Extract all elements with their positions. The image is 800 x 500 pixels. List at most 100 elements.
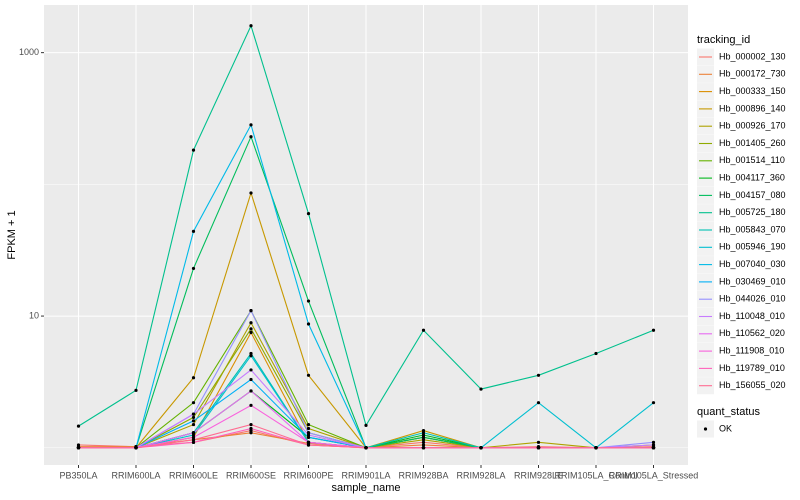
- legend-label: Hb_111908_010: [719, 345, 784, 355]
- data-point: [421, 433, 426, 437]
- x-tick-label: RRIM928LE: [514, 470, 563, 480]
- x-tick-label: RRIM600LA: [111, 470, 160, 480]
- data-point: [421, 438, 426, 442]
- data-point: [306, 322, 311, 326]
- data-point: [594, 351, 598, 356]
- data-point: [191, 229, 196, 233]
- x-axis-label: sample_name: [331, 482, 400, 494]
- data-point: [306, 431, 311, 435]
- data-point: [364, 423, 368, 427]
- data-point: [191, 415, 196, 420]
- data-point: [191, 431, 196, 435]
- y-tick-label: 1000: [19, 47, 39, 57]
- data-point: [76, 446, 81, 450]
- data-point: [421, 440, 426, 444]
- data-point: [536, 373, 541, 377]
- data-point: [191, 440, 196, 444]
- data-point: [249, 330, 253, 335]
- data-point: [249, 309, 253, 313]
- data-point: [249, 327, 253, 331]
- data-point: [306, 433, 311, 437]
- data-point: [306, 426, 311, 431]
- data-point: [249, 422, 253, 427]
- data-point: [249, 123, 253, 127]
- legend-label: Hb_004117_360: [719, 172, 785, 182]
- data-point: [191, 376, 196, 380]
- data-point: [249, 368, 253, 372]
- points: [76, 24, 656, 450]
- legend-point: [703, 427, 708, 431]
- data-point: [249, 354, 253, 358]
- legend-label: OK: [719, 423, 732, 433]
- data-point: [306, 440, 311, 444]
- data-point: [134, 446, 138, 450]
- data-point: [249, 321, 253, 325]
- data-point: [249, 389, 253, 393]
- data-point: [306, 299, 311, 303]
- data-point: [191, 433, 196, 437]
- data-point: [421, 431, 426, 435]
- legend-label: Hb_001514_110: [719, 155, 785, 165]
- data-point: [249, 191, 253, 195]
- data-point: [191, 419, 196, 423]
- data-point: [76, 424, 81, 428]
- legend-label: Hb_000333_150: [719, 86, 786, 96]
- data-point: [651, 328, 656, 332]
- legend-label: Hb_156055_020: [719, 380, 786, 390]
- data-point: [306, 435, 311, 439]
- x-tick-label: PB350LA: [59, 470, 97, 480]
- data-point: [134, 388, 138, 392]
- x-tick-label: RRIM105LA_Stressed: [609, 470, 699, 480]
- data-point: [536, 440, 541, 444]
- y-axis-label: FPKM + 1: [6, 210, 18, 259]
- data-point: [306, 443, 311, 447]
- legend-label: Hb_001405_260: [719, 138, 786, 148]
- data-point: [651, 440, 656, 444]
- x-tick-label: RRIM600PE: [283, 470, 333, 480]
- x-tick-label: RRIM928LA: [456, 470, 505, 480]
- data-point: [651, 446, 656, 450]
- data-point: [249, 135, 253, 139]
- data-point: [191, 266, 196, 271]
- x-tick-label: RRIM901LA: [341, 470, 390, 480]
- legend-label: Hb_030469_010: [719, 276, 786, 286]
- legend-label: Hb_044026_010: [719, 294, 786, 304]
- legend-label: Hb_000172_730: [719, 69, 786, 79]
- data-point: [249, 403, 253, 407]
- data-point: [536, 446, 541, 450]
- data-point: [421, 328, 426, 332]
- data-point: [651, 401, 656, 405]
- data-point: [249, 377, 253, 382]
- x-tick-label: RRIM928BA: [398, 470, 448, 480]
- legend-label: Hb_000002_130: [719, 51, 786, 61]
- data-point: [191, 412, 196, 416]
- x-tick-label: RRIM600SE: [226, 470, 276, 480]
- grid: [44, 5, 688, 465]
- data-point: [306, 211, 311, 216]
- x-tick-label: RRIM105LA_Control: [554, 470, 637, 480]
- legend-label: Hb_007040_030: [719, 259, 786, 269]
- legend-label: Hb_119789_010: [719, 363, 785, 373]
- data-point: [421, 435, 426, 439]
- x-tick-label: RRIM600LE: [169, 470, 218, 480]
- legend-title: quant_status: [697, 406, 760, 418]
- data-point: [479, 446, 483, 450]
- data-point: [249, 431, 253, 435]
- data-point: [536, 401, 541, 405]
- legend-label: Hb_004157_080: [719, 190, 786, 200]
- data-point: [594, 446, 598, 450]
- legend-title: tracking_id: [697, 34, 750, 46]
- legend-label: Hb_005725_180: [719, 207, 786, 217]
- data-point: [191, 435, 196, 439]
- legend-label: Hb_000926_170: [719, 121, 786, 131]
- data-point: [421, 443, 426, 447]
- data-point: [479, 387, 483, 391]
- legend-label: Hb_110562_020: [719, 328, 785, 338]
- data-point: [249, 426, 253, 431]
- legend-label: Hb_110048_010: [719, 311, 785, 321]
- data-point: [651, 443, 656, 447]
- data-point: [364, 446, 368, 450]
- data-point: [306, 422, 311, 427]
- data-point: [191, 422, 196, 427]
- data-point: [306, 373, 311, 377]
